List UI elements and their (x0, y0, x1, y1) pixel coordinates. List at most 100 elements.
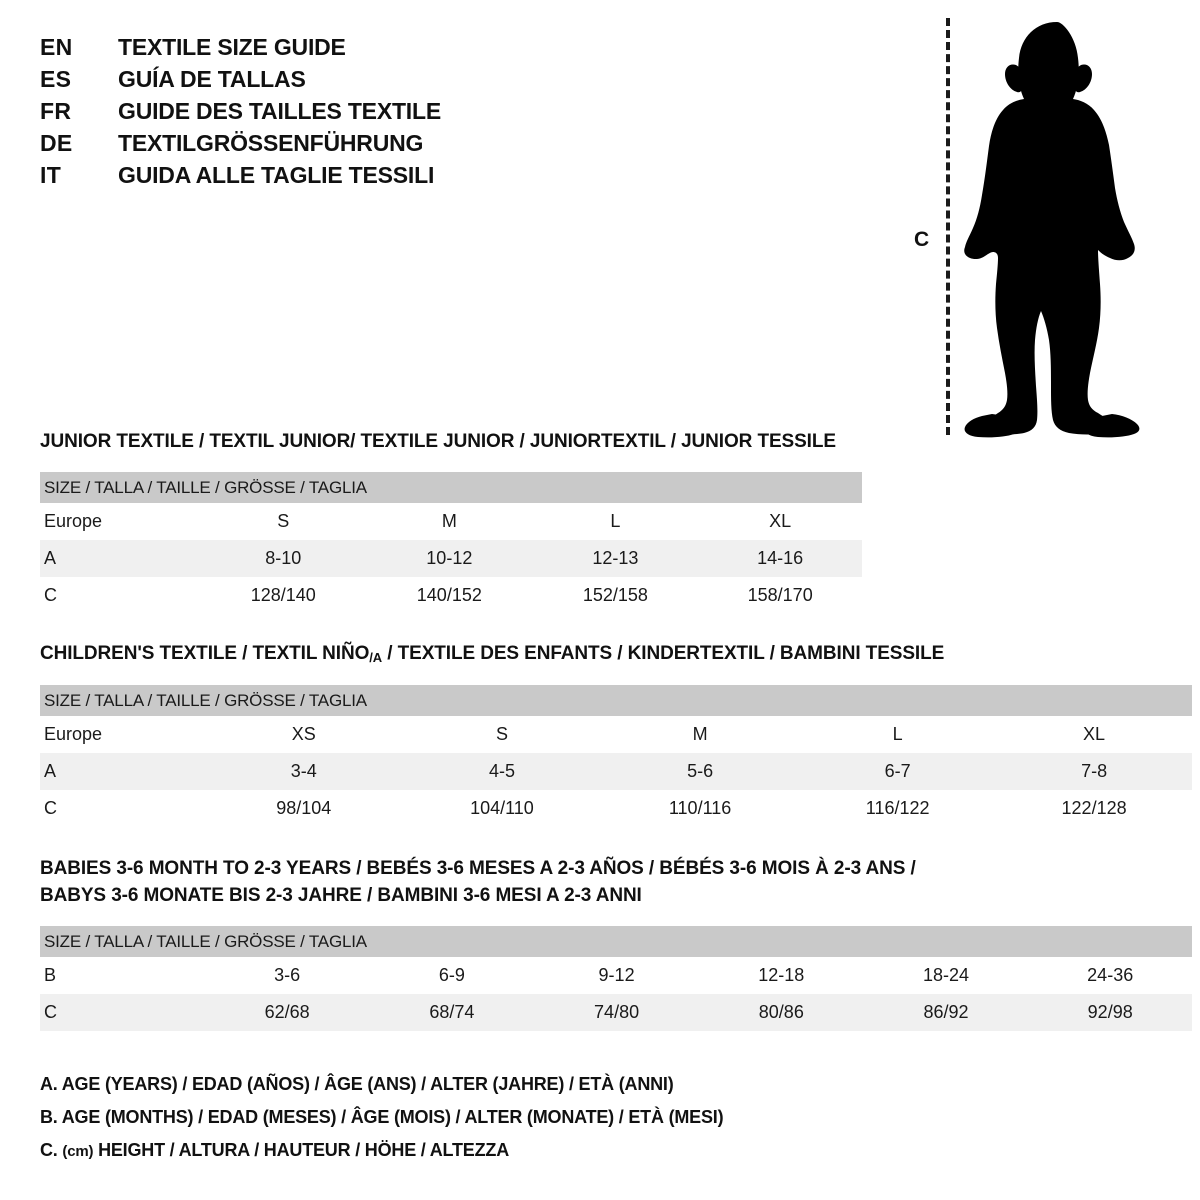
table-band-row: SIZE / TALLA / TAILLE / GRÖSSE / TAGLIA (40, 472, 862, 503)
size-band-label: SIZE / TALLA / TAILLE / GRÖSSE / TAGLIA (40, 926, 1192, 957)
table-cell: 92/98 (1028, 994, 1192, 1031)
table-cell: 5-6 (601, 753, 800, 790)
section-title: JUNIOR TEXTILE / TEXTIL JUNIOR/ TEXTILE … (40, 431, 836, 452)
legend-line-a: A. AGE (YEARS) / EDAD (AÑOS) / ÂGE (ANS)… (40, 1074, 674, 1094)
table-row: Europe XS S M L XL (40, 716, 1192, 753)
table-cell: 10-12 (366, 540, 533, 577)
height-marker-label: C (914, 228, 930, 251)
table-cell: 104/110 (402, 790, 602, 827)
size-band-label: SIZE / TALLA / TAILLE / GRÖSSE / TAGLIA (40, 685, 1192, 716)
legend-c-rest: HEIGHT / ALTURA / HAUTEUR / HÖHE / ALTEZ… (93, 1140, 509, 1160)
language-row-fr: FR GUIDE DES TAILLES TEXTILE (40, 98, 560, 130)
section-junior-textile: JUNIOR TEXTILE / TEXTIL JUNIOR/ TEXTILE … (40, 428, 862, 614)
section-babies-textile: BABIES 3-6 MONTH TO 2-3 YEARS / BEBÉS 3-… (40, 855, 1192, 1031)
table-cell: 6-7 (799, 753, 997, 790)
row-label: A (40, 753, 205, 790)
table-cell: 24-36 (1028, 957, 1192, 994)
legend-line-c: C. (cm) HEIGHT / ALTURA / HAUTEUR / HÖHE… (40, 1134, 940, 1168)
junior-size-table: SIZE / TALLA / TAILLE / GRÖSSE / TAGLIA … (40, 472, 862, 614)
table-cell: 18-24 (863, 957, 1029, 994)
language-code: ES (40, 66, 72, 92)
language-row-de: DE TEXTILGRÖSSENFÜHRUNG (40, 130, 560, 162)
table-cell: 152/158 (532, 577, 699, 614)
legend-c-prefix: C. (40, 1140, 63, 1160)
language-code: FR (40, 98, 72, 124)
table-row: A 3-4 4-5 5-6 6-7 7-8 (40, 753, 1192, 790)
row-label: Europe (40, 716, 205, 753)
language-title: GUIDA ALLE TAGLIE TESSILI (118, 162, 435, 188)
table-cell: 80/86 (698, 994, 864, 1031)
section-title-subscript: /A (369, 650, 383, 665)
table-cell: 12-13 (532, 540, 699, 577)
language-row-it: IT GUIDA ALLE TAGLIE TESSILI (40, 162, 560, 194)
table-cell: 86/92 (863, 994, 1029, 1031)
table-cell: L (799, 716, 997, 753)
table-row: A 8-10 10-12 12-13 14-16 (40, 540, 862, 577)
language-title: GUIDE DES TAILLES TEXTILE (118, 98, 441, 124)
table-cell: 14-16 (698, 540, 862, 577)
table-cell: S (402, 716, 602, 753)
table-cell: 98/104 (204, 790, 403, 827)
row-label: B (40, 957, 205, 994)
table-cell: 110/116 (601, 790, 800, 827)
language-row-en: EN TEXTILE SIZE GUIDE (40, 34, 560, 66)
legend-line-b: B. AGE (MONTHS) / EDAD (MESES) / ÂGE (MO… (40, 1107, 724, 1127)
table-cell: 128/140 (200, 577, 367, 614)
table-cell: 7-8 (996, 753, 1192, 790)
table-cell: 3-6 (204, 957, 370, 994)
measurement-legend: A. AGE (YEARS) / EDAD (AÑOS) / ÂGE (ANS)… (40, 1068, 940, 1168)
row-label: C (40, 790, 205, 827)
table-band-row: SIZE / TALLA / TAILLE / GRÖSSE / TAGLIA (40, 685, 1192, 716)
table-cell: 4-5 (402, 753, 602, 790)
table-cell: XS (204, 716, 403, 753)
table-cell: 12-18 (698, 957, 864, 994)
height-dashed-line (946, 18, 950, 435)
row-label: A (40, 540, 201, 577)
language-row-es: ES GUÍA DE TALLAS (40, 66, 560, 98)
table-cell: XL (698, 503, 862, 540)
language-code: IT (40, 162, 62, 188)
language-title-block: EN TEXTILE SIZE GUIDE ES GUÍA DE TALLAS … (40, 34, 560, 194)
language-title: TEXTILGRÖSSENFÜHRUNG (118, 130, 424, 156)
table-row: B 3-6 6-9 9-12 12-18 18-24 24-36 (40, 957, 1192, 994)
language-code: DE (40, 130, 73, 156)
table-row: C 62/68 68/74 74/80 80/86 86/92 92/98 (40, 994, 1192, 1031)
table-band-row: SIZE / TALLA / TAILLE / GRÖSSE / TAGLIA (40, 926, 1192, 957)
table-cell: M (366, 503, 533, 540)
section-title: CHILDREN'S TEXTILE / TEXTIL NIÑO/A / TEX… (40, 640, 1192, 668)
section-childrens-textile: CHILDREN'S TEXTILE / TEXTIL NIÑO/A / TEX… (40, 640, 1192, 827)
table-cell: S (200, 503, 367, 540)
table-cell: 8-10 (200, 540, 367, 577)
child-silhouette-icon (964, 22, 1140, 438)
table-cell: 3-4 (204, 753, 403, 790)
table-row: C 98/104 104/110 110/116 116/122 122/128 (40, 790, 1192, 827)
language-title: GUÍA DE TALLAS (118, 66, 306, 92)
legend-c-unit: (cm) (62, 1143, 94, 1160)
size-band-label: SIZE / TALLA / TAILLE / GRÖSSE / TAGLIA (40, 472, 862, 503)
children-size-table: SIZE / TALLA / TAILLE / GRÖSSE / TAGLIA … (40, 685, 1192, 827)
table-cell: L (532, 503, 699, 540)
babies-size-table: SIZE / TALLA / TAILLE / GRÖSSE / TAGLIA … (40, 926, 1192, 1031)
row-label: C (40, 577, 201, 614)
table-cell: XL (996, 716, 1192, 753)
table-cell: 62/68 (204, 994, 370, 1031)
section-title-line2: BABYS 3-6 MONATE BIS 2-3 JAHRE / BAMBINI… (40, 885, 642, 906)
table-cell: 158/170 (698, 577, 862, 614)
language-title: TEXTILE SIZE GUIDE (118, 34, 346, 60)
row-label: Europe (40, 503, 201, 540)
height-measurement-figure: C (900, 10, 1160, 440)
table-cell: 9-12 (534, 957, 699, 994)
table-cell: 74/80 (534, 994, 699, 1031)
section-title-rest: / TEXTILE DES ENFANTS / KINDERTEXTIL / B… (382, 643, 945, 664)
table-cell: 68/74 (369, 994, 535, 1031)
section-title-line1: BABIES 3-6 MONTH TO 2-3 YEARS / BEBÉS 3-… (40, 858, 916, 879)
table-cell: 140/152 (366, 577, 533, 614)
section-title-main: CHILDREN'S TEXTILE / TEXTIL NIÑO (40, 643, 370, 664)
row-label: C (40, 994, 205, 1031)
language-code: EN (40, 34, 73, 60)
table-cell: 122/128 (996, 790, 1192, 827)
table-cell: 116/122 (799, 790, 997, 827)
table-cell: M (601, 716, 800, 753)
table-cell: 6-9 (369, 957, 535, 994)
table-row: Europe S M L XL (40, 503, 862, 540)
